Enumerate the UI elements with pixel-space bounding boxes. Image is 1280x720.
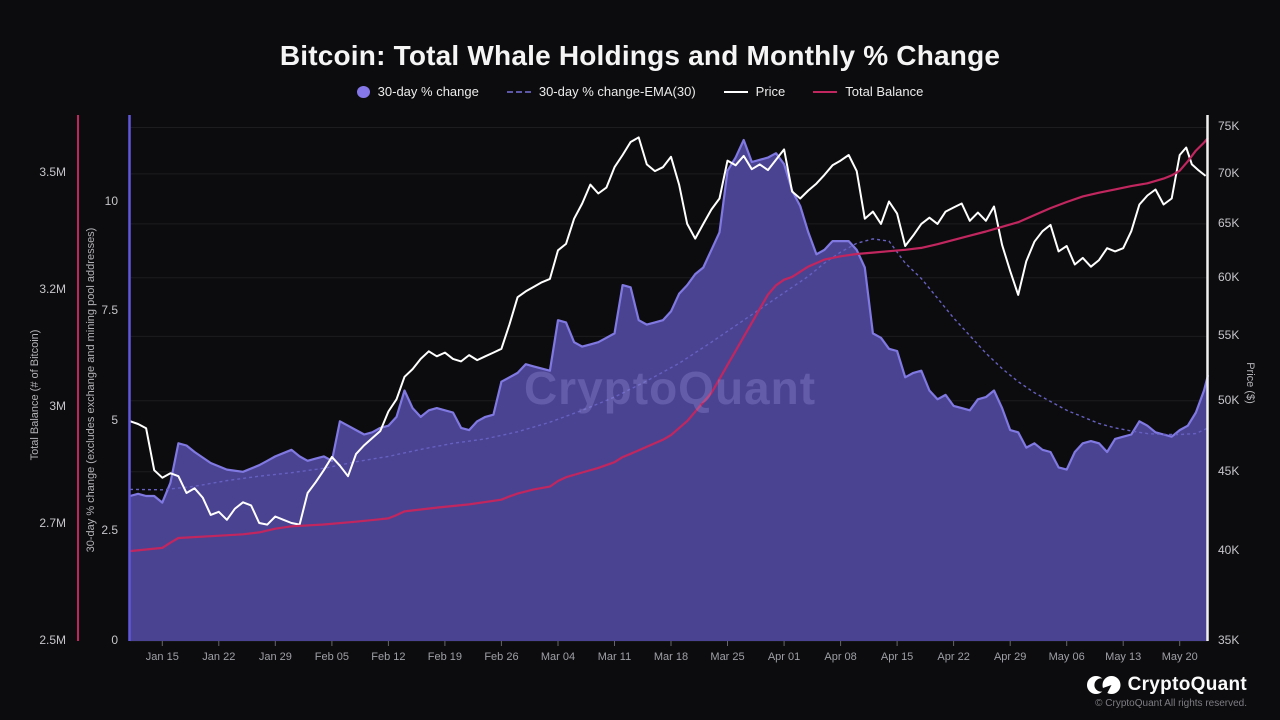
legend-item-total-balance[interactable]: Total Balance [813,84,923,99]
ema-series [129,238,1209,491]
pct-change-dot-icon [356,85,370,98]
cryptoquant-logo-icon [1086,676,1121,696]
pct-change-area-series [130,140,1208,641]
copyright-text: © CryptoQuant All rights reserved. [1095,698,1247,709]
price-series [129,136,1207,526]
legend-item-pct-change[interactable]: 30-day % change [356,84,479,99]
ema-dash-icon [506,90,531,93]
pct-change-area-edge [129,138,1210,504]
balance-line-icon [813,90,838,93]
page-title: Bitcoin: Total Whale Holdings and Monthl… [279,40,1001,71]
cryptoquant-logo[interactable]: CryptoQuant [1086,674,1247,696]
total-balance-series [129,137,1209,553]
brand-name: CryptoQuant [1127,674,1247,695]
legend-label: Total Balance [845,84,924,99]
price-line-icon [723,90,748,93]
legend-item-price[interactable]: Price [723,84,786,99]
legend-label: Price [755,84,786,99]
legend-label: 30-day % change [377,84,479,99]
chart-legend: 30-day % change 30-day % change-EMA(30) … [0,84,1280,99]
legend-label: 30-day % change-EMA(30) [538,84,696,99]
legend-item-ema[interactable]: 30-day % change-EMA(30) [506,84,696,99]
